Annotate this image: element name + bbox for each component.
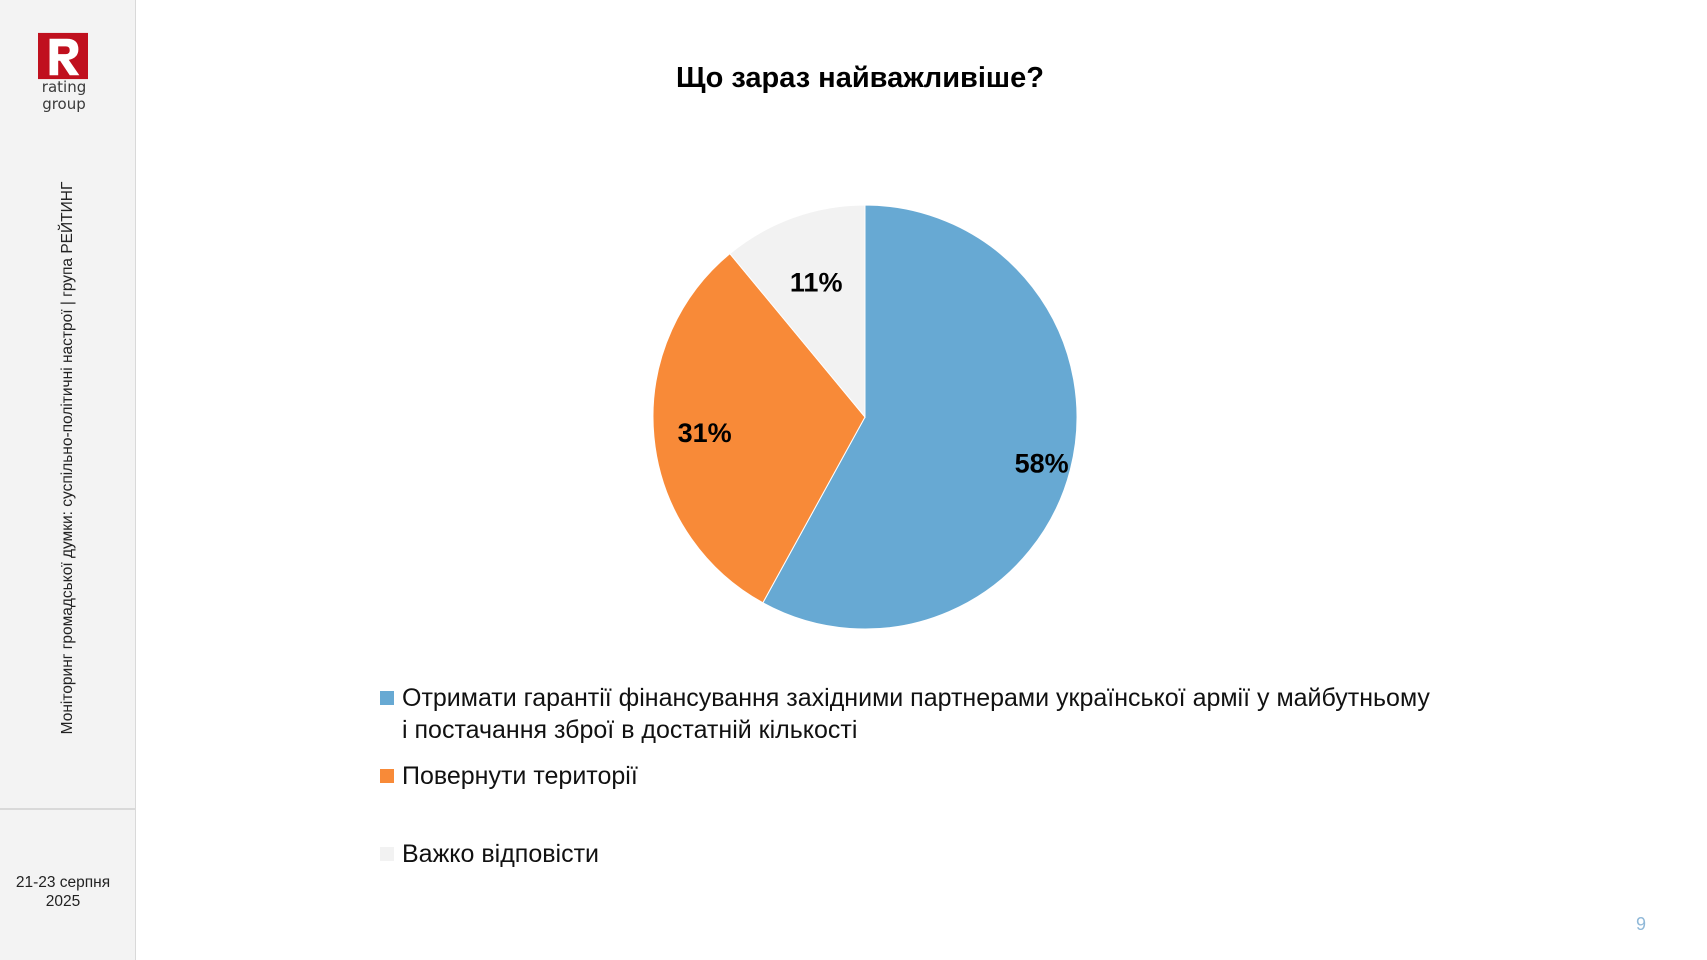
legend-label: Важко відповісти: [402, 840, 599, 868]
legend-swatch-orange: [380, 769, 394, 783]
legend-label: Отримати гарантії фінансування західними…: [402, 684, 1430, 744]
page-number: 9: [1636, 914, 1647, 934]
legend-swatch-blue: [380, 691, 394, 705]
logo-wordmark: rating group: [36, 79, 92, 113]
chart-title: Що зараз найважливіше?: [676, 62, 1044, 94]
logo-r-icon: [38, 32, 88, 80]
slice-territories: [652, 252, 866, 604]
survey-date: 21-23 серпня 2025: [0, 873, 126, 911]
survey-date-year: 2025: [45, 893, 81, 910]
slice-label-hard-to-say: 11%: [790, 267, 843, 297]
logo-text-group: group: [42, 95, 86, 113]
slice-hard-to-say: [729, 204, 866, 419]
logo-text-rating: rating: [41, 78, 87, 96]
legend-label: Повернути території: [402, 762, 638, 790]
rating-group-logo: rating group: [36, 32, 96, 113]
legend-item-guarantees: Отримати гарантії фінансування західними…: [380, 682, 1430, 746]
legend-swatch-gray: [380, 847, 394, 861]
vertical-caption: Моніторинг громадської думки: суспільно-…: [59, 181, 76, 735]
sidebar-divider: [0, 808, 135, 810]
chart-legend: Отримати гарантії фінансування західними…: [380, 682, 1430, 870]
slice-label-guarantees: 58%: [1015, 448, 1069, 478]
sidebar: rating group Моніторинг громадської думк…: [0, 0, 136, 960]
slice-label-territories: 31%: [678, 418, 732, 448]
slice-guarantees: [762, 204, 1078, 630]
pie-chart: 58% 31% 11%: [652, 204, 1078, 630]
legend-item-territories: Повернути території: [380, 760, 1430, 792]
logo-r-mark: [38, 32, 88, 80]
survey-date-days: 21-23 серпня: [15, 874, 111, 891]
legend-item-hard-to-say: Важко відповісти: [380, 838, 1430, 870]
